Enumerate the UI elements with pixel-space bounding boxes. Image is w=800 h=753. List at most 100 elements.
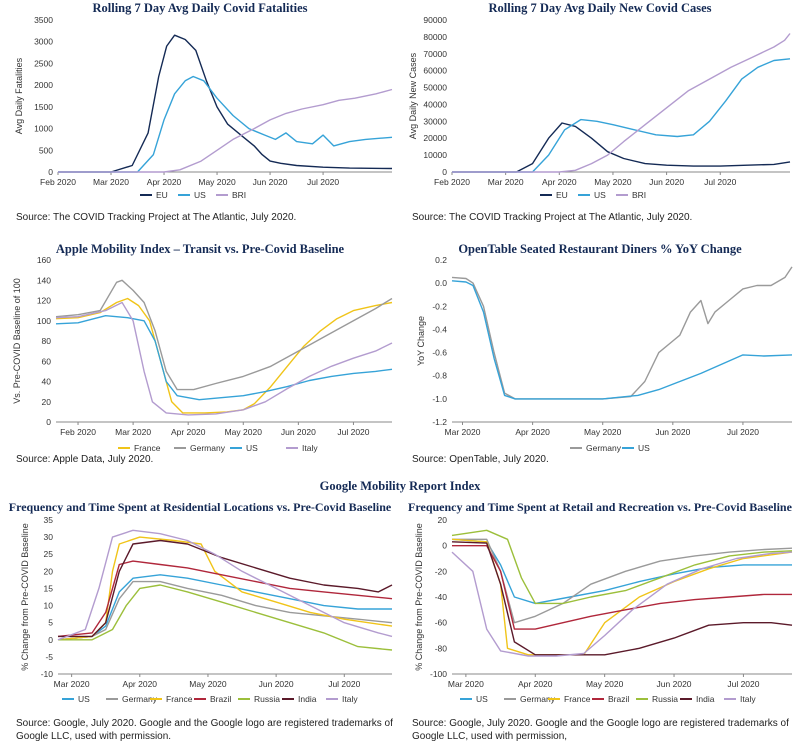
y-axis-label: Avg Daily New Cases bbox=[408, 52, 418, 139]
x-tick-label: Feb 2020 bbox=[434, 177, 470, 187]
y-tick-label: -1.0 bbox=[432, 394, 447, 404]
x-tick-label: Jul 2020 bbox=[727, 679, 759, 689]
y-tick-label: 30000 bbox=[423, 116, 447, 126]
series-line-us bbox=[451, 280, 793, 400]
x-tick-label: Mar 2020 bbox=[93, 177, 129, 187]
y-tick-label: 1500 bbox=[34, 102, 53, 112]
chart-title: OpenTable Seated Restaurant Diners % YoY… bbox=[458, 242, 742, 256]
legend-label: France bbox=[134, 443, 161, 453]
x-tick-label: Mar 2020 bbox=[115, 427, 151, 437]
series-line-bri bbox=[452, 33, 791, 173]
series-line-france bbox=[57, 536, 393, 641]
legend-label: Brazil bbox=[608, 694, 629, 704]
x-tick-label: Apr 2020 bbox=[147, 177, 182, 187]
series-line-us bbox=[58, 75, 393, 173]
y-tick-label: -40 bbox=[435, 592, 448, 602]
chart-source: Source: Google, July 2020. Google and th… bbox=[16, 718, 393, 742]
chart-title: Frequency and Time Spent at Residential … bbox=[8, 500, 392, 514]
y-tick-label: 0 bbox=[48, 635, 53, 645]
legend-label: US bbox=[246, 443, 258, 453]
chart-source: Source: The COVID Tracking Project at Th… bbox=[412, 212, 693, 223]
y-tick-label: 60 bbox=[42, 356, 52, 366]
fatalities-chart: 0 500 1000 1500 2000 2500 3000 3500 Feb 2020 Mar … bbox=[14, 15, 393, 200]
y-tick-label: 0 bbox=[46, 417, 51, 427]
section-title: Google Mobility Report Index bbox=[319, 479, 481, 493]
legend-label: France bbox=[564, 694, 591, 704]
series-line-germany bbox=[451, 266, 793, 400]
legend-label: Italy bbox=[342, 694, 358, 704]
y-tick-label: -80 bbox=[435, 643, 448, 653]
legend-label: India bbox=[298, 694, 317, 704]
legend-label: BRI bbox=[232, 190, 246, 200]
y-tick-label: -0.8 bbox=[432, 371, 447, 381]
y-tick-label: 100 bbox=[37, 316, 51, 326]
chart-panel-residential: Frequency and Time Spent at Residential … bbox=[0, 498, 400, 753]
y-tick-label: 3500 bbox=[34, 15, 53, 25]
legend-label: Russia bbox=[652, 694, 678, 704]
x-tick-label: Mar 2020 bbox=[448, 679, 484, 689]
y-tick-label: 20 bbox=[438, 515, 448, 525]
series-line-italy bbox=[55, 301, 393, 416]
series-line-italy bbox=[451, 551, 793, 657]
legend-label: EU bbox=[556, 190, 568, 200]
residential-chart: -10 -5 0 5 10 15 20 25 30 35 Mar 2020 Apr 2020 May 2… bbox=[20, 515, 393, 704]
y-tick-label: -100 bbox=[430, 669, 447, 679]
y-tick-label: 80000 bbox=[423, 32, 447, 42]
chart-source: Source: The COVID Tracking Project at Th… bbox=[16, 212, 297, 223]
series-line-eu bbox=[58, 34, 393, 173]
legend-label: US bbox=[194, 190, 206, 200]
y-tick-label: 40000 bbox=[423, 99, 447, 109]
y-tick-label: 0 bbox=[48, 167, 53, 177]
legend-label: US bbox=[78, 694, 90, 704]
x-tick-label: Jul 2020 bbox=[337, 427, 369, 437]
legend-label: Germany bbox=[586, 443, 622, 453]
y-tick-label: 20000 bbox=[423, 133, 447, 143]
x-tick-label: May 2020 bbox=[586, 679, 624, 689]
x-tick-label: Mar 2020 bbox=[488, 177, 524, 187]
apple-mobility-chart: 0 20 40 60 80 100 120 140 160 Feb 2020 Mar 2020 Apr… bbox=[12, 255, 393, 453]
y-tick-label: -10 bbox=[41, 669, 54, 679]
y-tick-label: 70000 bbox=[423, 49, 447, 59]
x-tick-label: Apr 2020 bbox=[123, 679, 158, 689]
y-tick-label: 120 bbox=[37, 296, 51, 306]
y-tick-label: -0.2 bbox=[432, 301, 447, 311]
y-tick-label: 10 bbox=[44, 601, 54, 611]
x-tick-label: Feb 2020 bbox=[40, 177, 76, 187]
legend-label: Germany bbox=[122, 694, 158, 704]
legend-label: Brazil bbox=[210, 694, 231, 704]
series-line-brazil bbox=[452, 545, 792, 630]
new-cases-chart: 0 10000 20000 30000 40000 50000 60000 70000 8000… bbox=[408, 15, 791, 200]
y-axis-label: Avg Daily Fatalities bbox=[14, 57, 24, 134]
chart-title: Apple Mobility Index – Transit vs. Pre-C… bbox=[55, 242, 345, 256]
legend-label: Germany bbox=[520, 694, 556, 704]
series-line-brazil bbox=[57, 560, 393, 638]
x-tick-label: May 2020 bbox=[594, 177, 632, 187]
x-tick-label: May 2020 bbox=[225, 427, 263, 437]
series-line-italy bbox=[57, 529, 393, 641]
series-line-india bbox=[451, 541, 793, 656]
series-line-eu bbox=[452, 122, 791, 173]
legend-label: Italy bbox=[740, 694, 756, 704]
y-axis-label: % Change from Pre-COVID Baseline bbox=[20, 523, 30, 671]
x-tick-label: Apr 2020 bbox=[171, 427, 206, 437]
legend-label: India bbox=[696, 694, 715, 704]
x-tick-label: May 2020 bbox=[584, 427, 622, 437]
y-tick-label: 90000 bbox=[423, 15, 447, 25]
y-axis-label: Vs. Pre-COVID Baseline of 100 bbox=[12, 278, 22, 404]
legend-label: Russia bbox=[254, 694, 280, 704]
y-tick-label: 5 bbox=[48, 618, 53, 628]
series-line-russia bbox=[451, 529, 793, 605]
y-tick-label: 160 bbox=[37, 255, 51, 265]
series-line-russia bbox=[58, 584, 393, 651]
chart-source: Source: OpenTable, July 2020. bbox=[412, 454, 549, 465]
chart-panel-fatalities: Rolling 7 Day Avg Daily Covid Fatalities… bbox=[0, 0, 400, 230]
legend-label: Germany bbox=[190, 443, 226, 453]
y-tick-label: -60 bbox=[435, 618, 448, 628]
x-tick-label: Jul 2020 bbox=[307, 177, 339, 187]
chart-source: Source: Google, July 2020. Google and th… bbox=[412, 718, 789, 742]
y-tick-label: 140 bbox=[37, 275, 51, 285]
x-tick-label: Jul 2020 bbox=[328, 679, 360, 689]
y-tick-label: -5 bbox=[45, 652, 53, 662]
y-tick-label: -1.2 bbox=[432, 417, 447, 427]
